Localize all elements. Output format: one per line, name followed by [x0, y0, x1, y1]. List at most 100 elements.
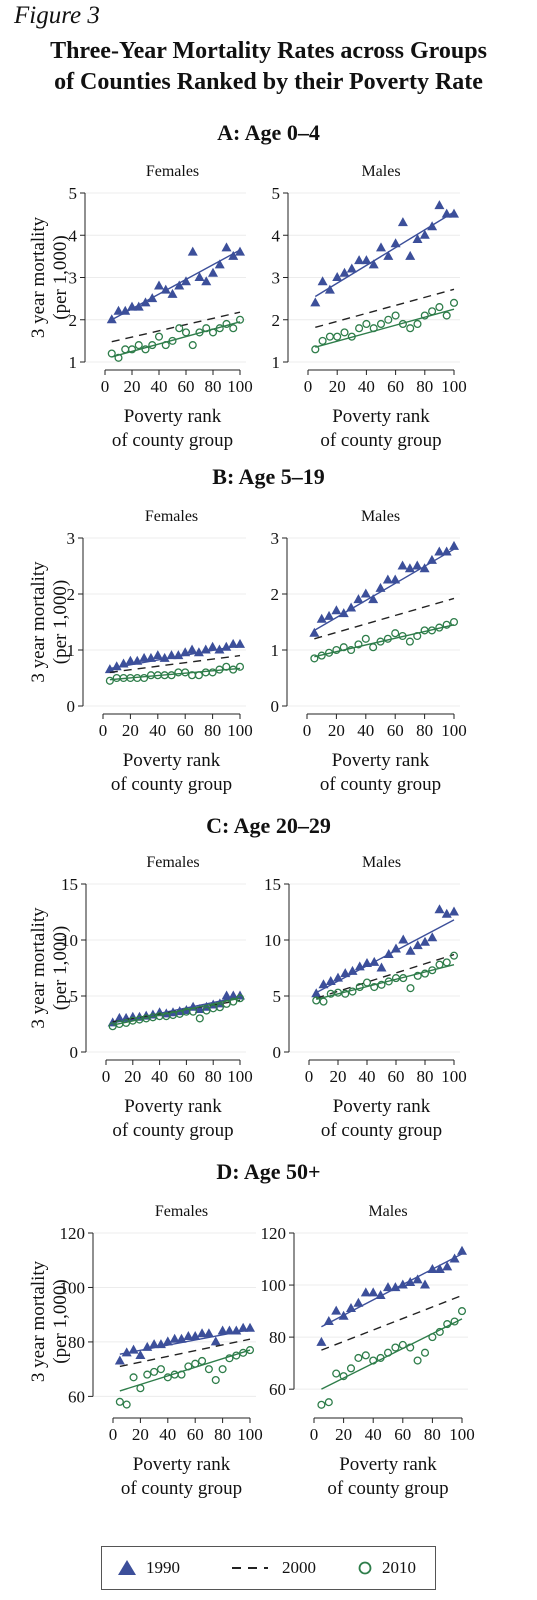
point-1990: [354, 961, 365, 971]
point-2010: [406, 324, 415, 333]
point-2010: [215, 665, 224, 674]
point-2010: [208, 328, 218, 337]
point-1990: [420, 1279, 430, 1289]
point-2010: [406, 984, 415, 993]
point-2010: [354, 1353, 363, 1362]
point-1990: [375, 1289, 386, 1299]
y-tick-label: 120: [60, 1224, 86, 1243]
x-axis-label: Poverty rank: [123, 750, 221, 771]
point-2010: [156, 1365, 166, 1374]
panel-title: Males: [361, 508, 400, 525]
point-2010: [235, 994, 245, 1003]
point-1990: [362, 958, 372, 968]
point-2010: [181, 328, 191, 337]
point-2010: [167, 671, 176, 680]
y-tick-label: 10: [61, 931, 78, 950]
point-2010: [391, 311, 400, 320]
point-2010: [443, 1320, 452, 1329]
point-1990: [427, 1263, 438, 1273]
y-tick-label: 100: [261, 1276, 287, 1295]
point-1990: [139, 652, 150, 662]
x-tick-label: 100: [441, 377, 467, 396]
point-2010: [204, 1365, 213, 1374]
x-tick-label: 0: [304, 377, 313, 396]
y-tick-label: 2: [271, 585, 280, 604]
x-tick-label: 80: [424, 1425, 441, 1444]
y-tick-label: 2: [69, 311, 78, 330]
point-2010: [229, 997, 238, 1006]
y-tick-label: 120: [261, 1224, 287, 1243]
point-1990: [449, 540, 459, 550]
x-axis-label: Poverty rank: [124, 406, 222, 427]
point-2010: [361, 634, 370, 643]
x-tick-label: 60: [394, 1425, 411, 1444]
x-tick-label: 100: [237, 1425, 263, 1444]
chart-panel-7: 60 80 100 120 0 20 40 60 80 100 Females Poverty ran…: [28, 1203, 263, 1499]
point-1990: [405, 250, 416, 260]
point-2010: [435, 1327, 444, 1336]
point-1990: [412, 1274, 423, 1284]
point-2010: [383, 1348, 393, 1357]
point-1990: [347, 965, 358, 975]
point-2010: [325, 332, 334, 341]
point-1990: [224, 1325, 235, 1335]
point-2010: [195, 328, 204, 337]
x-tick-label: 80: [214, 1425, 231, 1444]
x-axis-label: of county group: [327, 1478, 448, 1499]
point-1990: [323, 1316, 334, 1325]
x-tick-label: 100: [441, 1067, 467, 1086]
point-1990: [376, 962, 387, 972]
y-axis-label: (per 1,000): [50, 235, 71, 319]
point-1990: [426, 554, 437, 564]
point-1990: [369, 956, 380, 966]
point-1990: [120, 305, 131, 315]
point-1990: [318, 979, 329, 989]
y-axis-label: 3 year mortality: [28, 1260, 49, 1382]
y-tick-label: 1: [67, 641, 76, 660]
x-tick-label: 80: [416, 377, 433, 396]
point-2010: [370, 982, 379, 992]
y-axis-label: (per 1,000): [50, 1279, 71, 1363]
point-2010: [333, 332, 342, 341]
point-1990: [398, 934, 409, 944]
point-1990: [187, 246, 198, 256]
point-2010: [198, 1356, 207, 1366]
point-1990: [441, 546, 452, 556]
x-tick-label: 80: [205, 377, 222, 396]
point-2010: [310, 654, 319, 663]
point-1990: [324, 610, 335, 620]
point-2010: [134, 341, 143, 350]
fit-line-2000: [112, 999, 241, 1023]
point-1990: [311, 988, 322, 998]
point-2010: [399, 974, 408, 983]
point-1990: [133, 301, 144, 311]
point-2010: [435, 303, 444, 312]
panel-title: Females: [155, 1203, 208, 1220]
point-2010: [161, 341, 170, 350]
point-2010: [449, 617, 459, 627]
point-1990: [174, 280, 185, 290]
point-1990: [190, 1330, 201, 1340]
point-1990: [221, 242, 232, 252]
point-1990: [221, 641, 232, 651]
point-2010: [222, 319, 231, 329]
chart-panel-8: 60 80 100 120 0 20 40 60 80 100 Males Poverty rank o…: [261, 1203, 475, 1499]
point-1990: [235, 638, 245, 648]
point-2010: [428, 966, 437, 975]
y-axis-label: (per 1,000): [50, 926, 71, 1010]
point-2010: [391, 629, 400, 638]
point-1990: [383, 949, 394, 959]
point-2010: [148, 341, 157, 350]
point-2010: [376, 319, 386, 329]
point-1990: [361, 255, 372, 265]
point-1990: [412, 233, 423, 243]
point-1990: [375, 582, 386, 592]
y-tick-label: 60: [269, 1380, 286, 1399]
point-2010: [122, 1400, 131, 1409]
y-tick-label: 2: [67, 585, 76, 604]
point-2010: [245, 1346, 255, 1355]
x-axis-label: Poverty rank: [332, 750, 430, 771]
point-1990: [238, 1322, 249, 1332]
x-tick-label: 60: [187, 1425, 204, 1444]
